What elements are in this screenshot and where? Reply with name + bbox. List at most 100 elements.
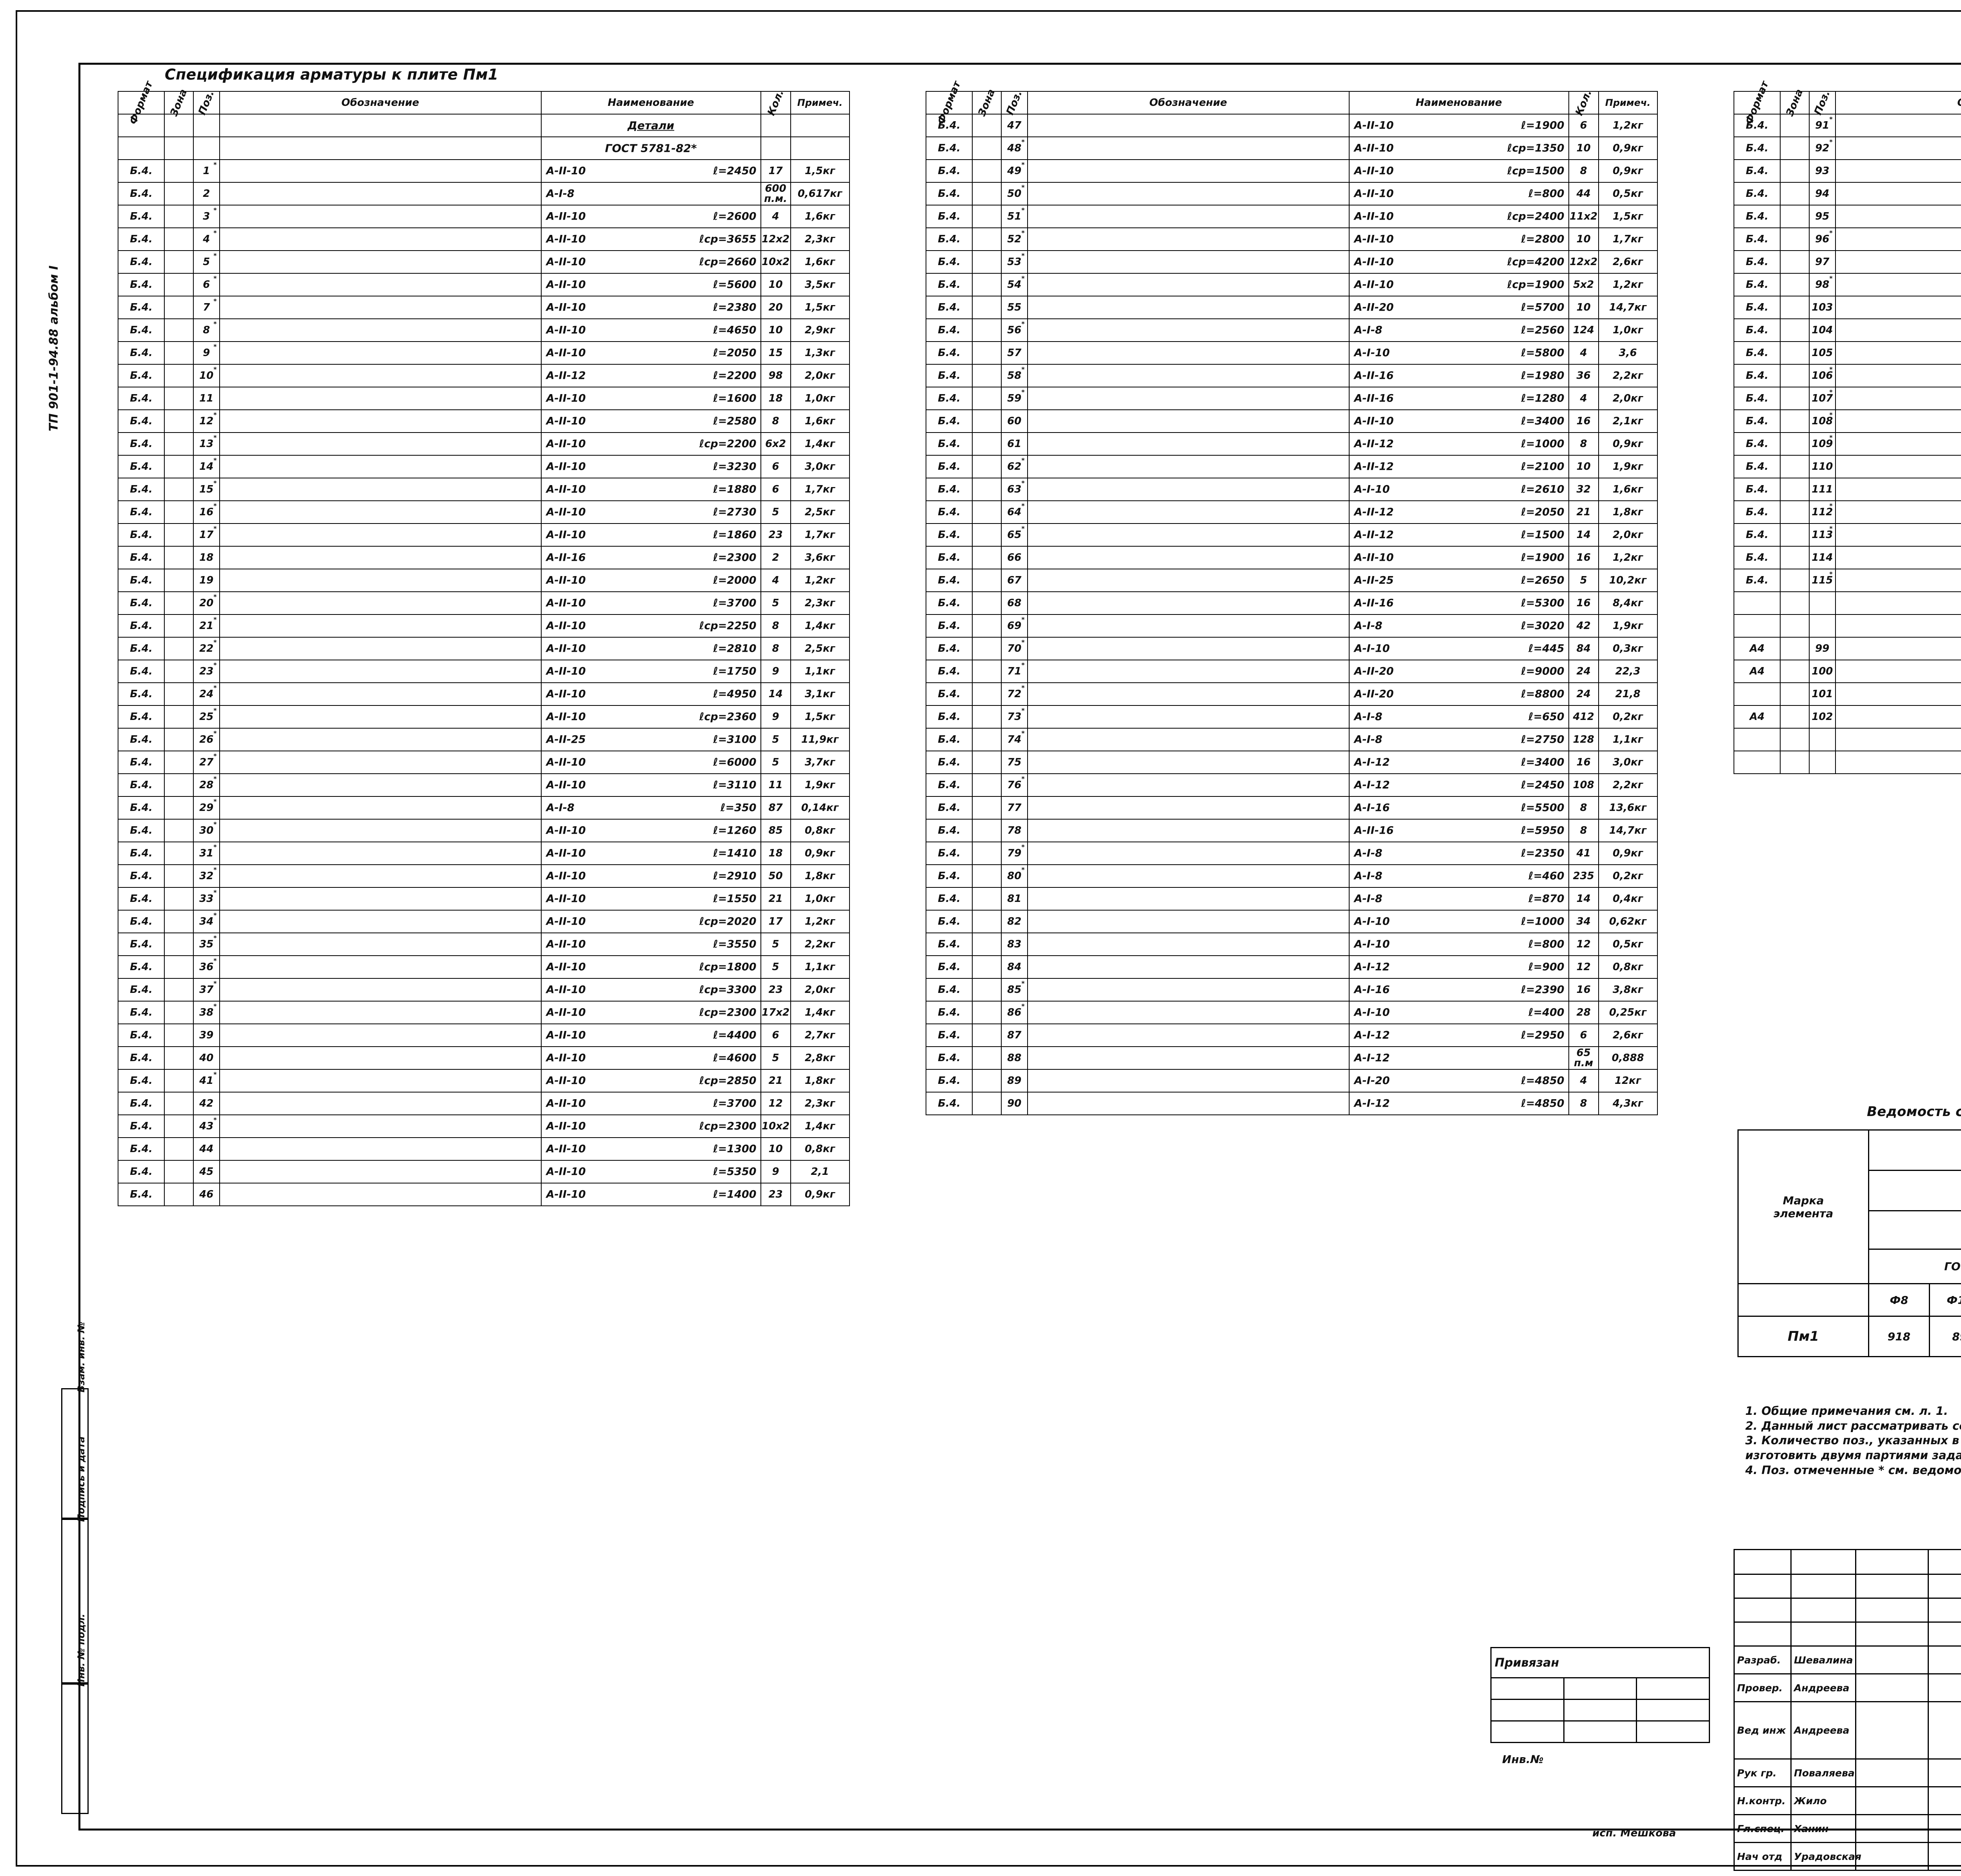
cell-zone <box>164 682 194 706</box>
table-row: Б.4. 43 * А-II-10 ℓср=2300 10х2 1,4кг <box>117 1114 850 1138</box>
cell-zone <box>1780 273 1810 296</box>
spec-table-col1: Формат Зона Поз. Обозначение Наименовани… <box>117 80 850 1206</box>
cell-designation <box>219 910 542 933</box>
table-row: Б.4.108*А-II-10ℓ=305061,9кг <box>1733 409 1961 433</box>
cell-qty: 10 <box>1568 296 1599 319</box>
cell-qty: 16 <box>1568 751 1599 774</box>
cell-designation: ГОСТ23279-85 <box>1835 682 1961 706</box>
table-row: Б.4. 23 * А-II-10 ℓ=1750 9 1,1кг <box>117 660 850 683</box>
cell-format: Б.4. <box>925 955 973 979</box>
cell-zone <box>164 159 194 183</box>
cell-note: 1,5кг <box>1598 205 1658 228</box>
ved-diam-a1-0: Ф8 <box>1868 1283 1930 1317</box>
cell-qty: 235 <box>1568 864 1599 888</box>
cell-name: А-II-12 ℓ=1000 <box>1348 432 1569 456</box>
group-header-material: Материал <box>1733 728 1961 751</box>
tb-date <box>1928 1814 1961 1843</box>
cell-name: А-II-10 ℓ=3400 <box>1348 409 1569 433</box>
cell-poz: 72 * <box>1001 682 1028 706</box>
cell-note: 1,2кг <box>790 910 850 933</box>
tb-date <box>1928 1842 1961 1871</box>
ved-row-gost: ГОСТ 5781-82*ГОСТ 5781-82* <box>1738 1249 1961 1284</box>
header-format-3: Формат <box>1733 80 1781 126</box>
table-row: Б.4. 45 А-II-10 ℓ=5350 9 2,1 <box>117 1160 850 1183</box>
cell-format: Б.4. <box>117 182 165 205</box>
cell-poz: 53 * <box>1001 250 1028 274</box>
cell-qty: 8 <box>1568 819 1599 842</box>
cell-note: 0,617кг <box>790 182 850 205</box>
cell-name: А-II-10 ℓ=1900 <box>1348 546 1569 569</box>
cell-name: А-I-12 <box>1348 1046 1569 1070</box>
cell-format: Б.4. <box>925 1001 973 1024</box>
cell-note: 1,8кг <box>1598 500 1658 524</box>
cell-designation <box>1027 1001 1350 1024</box>
cell-zone <box>972 205 1002 228</box>
cell-designation <box>219 842 542 865</box>
cell-name: А-II-10 ℓ=1600 <box>540 387 761 410</box>
tb-rev-row <box>1734 1598 1961 1623</box>
cell-format: Б.4. <box>925 842 973 865</box>
table-row: А499ТП901-1-94.88-КЖ1-С1Сетка арматурная… <box>1733 637 1961 660</box>
cell-poz: 76 * <box>1001 773 1028 797</box>
cell-poz: 70 * <box>1001 637 1028 660</box>
cell-name: А-II-10 ℓ=1400 <box>540 1183 761 1206</box>
cell-designation <box>1027 478 1350 501</box>
cell-format: Б.4. <box>925 1069 973 1093</box>
cell-format: Б.4. <box>925 1046 973 1070</box>
cell-poz: 19 <box>193 569 220 592</box>
cell-format: Б.4. <box>925 933 973 956</box>
ved-row-diameters: Ф8Ф10Ф12ИтогоФ10Ф12Ф16Ф20Ф25Итого <box>1737 1283 1961 1317</box>
cell-poz: 107 * <box>1808 387 1836 410</box>
cell-poz: 111 <box>1808 478 1836 501</box>
cell-format: Б.4. <box>1733 569 1781 592</box>
cell-designation <box>219 318 542 342</box>
cell-qty: 12х2 <box>760 227 791 251</box>
cell-format: Б.4. <box>925 864 973 888</box>
cell-format: Б.4. <box>1733 318 1781 342</box>
cell-zone <box>164 728 194 751</box>
cell-qty: 8 <box>760 409 791 433</box>
cell-zone <box>1780 296 1810 319</box>
cell-poz: 52 * <box>1001 227 1028 251</box>
cell-format: Б.4. <box>925 409 973 433</box>
cell-name: А-I-8 ℓ=650 <box>1348 705 1569 729</box>
cell-zone <box>972 910 1002 933</box>
cell-zone <box>972 1092 1002 1115</box>
cell-zone <box>972 819 1002 842</box>
cell-poz: 11 <box>193 387 220 410</box>
cell-note: 1,7кг <box>1598 227 1658 251</box>
cell-format: Б.4. <box>1733 136 1781 160</box>
cell-qty: 4 <box>1568 1069 1599 1093</box>
cell-note: 2,2кг <box>790 933 850 956</box>
cell-zone <box>1780 660 1810 683</box>
table-row: Б.4. 13 * А-II-10 ℓср=2200 6х2 1,4кг <box>117 432 850 456</box>
cell-designation <box>1027 682 1350 706</box>
register-label-1: Подпись и дата <box>76 1436 87 1522</box>
cell-qty: 11 <box>760 773 791 797</box>
cell-format: Б.4. <box>117 751 165 774</box>
cell-poz: 25 * <box>193 705 220 729</box>
cell-note: 1,1кг <box>1598 728 1658 751</box>
cell-format: Б.4. <box>117 1160 165 1183</box>
table-row: Б.4. 86 * А-I-10 ℓ=400 28 0,25кг <box>925 1001 1658 1024</box>
cell-poz: 13 * <box>193 432 220 456</box>
cell-designation <box>1027 500 1350 524</box>
cell-poz: 82 <box>1001 910 1028 933</box>
cell-format: Б.4. <box>117 455 165 478</box>
cell-format: Б.4. <box>117 1092 165 1115</box>
cell-poz: 89 <box>1001 1069 1028 1093</box>
cell-note: 1,2кг <box>790 569 850 592</box>
cell-name: А-I-8 ℓ=350 <box>540 796 761 820</box>
cell-format: Б.4. <box>1733 273 1781 296</box>
tb-role-row: Гл.спец. Ханин <box>1734 1814 1961 1843</box>
cell-poz: 54 * <box>1001 273 1028 296</box>
cell-format: Б.4. <box>117 296 165 319</box>
cell-qty: 36 <box>1568 364 1599 387</box>
cell-poz: 102 <box>1808 705 1836 729</box>
cell-format: Б.4. <box>117 955 165 979</box>
table-row: Б.4. 76 * А-I-12 ℓ=2450 108 2,2кг <box>925 773 1658 797</box>
cell-qty: 5 <box>760 933 791 956</box>
cell-format: Б.4. <box>117 523 165 547</box>
table-row: Б.4.105А-II-12ℓ=3970183,5кг <box>1733 341 1961 365</box>
cell-qty: 10 <box>1568 227 1599 251</box>
